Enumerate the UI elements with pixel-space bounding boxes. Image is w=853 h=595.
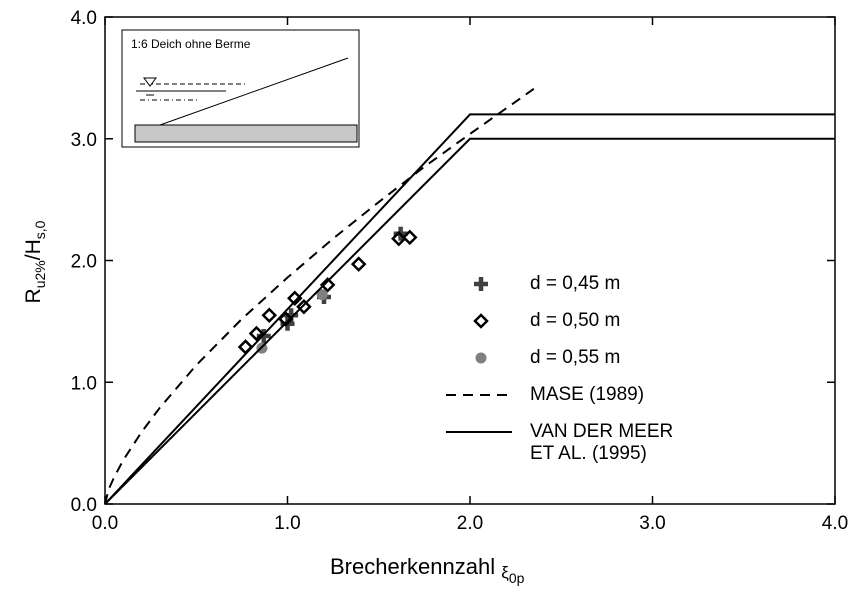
x-label-part: Brecherkennzahl [330,554,501,579]
y-tick-label: 2.0 [71,252,97,273]
inset-label: 1:6 Deich ohne Berme [131,37,251,51]
dot-marker [475,352,487,364]
diamond-marker [473,313,489,329]
legend-label: d = 0,50 m [530,310,621,331]
x-axis-label: Brecherkennzahl ξ0p [330,554,525,586]
legend-label: d = 0,45 m [530,273,621,294]
x-tick-label: 1.0 [274,513,300,534]
x-tick-label: 2.0 [457,513,483,534]
diamond-marker [237,339,254,355]
x-tick-label: 3.0 [639,513,665,534]
diamond-marker [350,256,367,272]
x-tick-label: 4.0 [822,513,848,534]
diamond-marker [277,311,294,327]
diamond-marker [319,277,336,293]
x-tick-label: 0.0 [92,513,118,534]
dot-marker [316,289,328,301]
legend-label: d = 0,55 m [530,347,621,368]
y-tick-label: 4.0 [71,8,97,29]
y-label-part: s,0 [32,220,48,239]
legend-icon [473,313,489,329]
legend-icon [475,352,487,364]
plus-marker [474,277,488,291]
diamond-marker [296,298,312,315]
x-label-part: ξ [501,563,509,582]
y-tick-label: 3.0 [71,130,97,151]
legend-icon [474,277,488,291]
inset-slope [159,57,349,126]
legend-label: MASE (1989) [530,384,645,405]
diamond-marker [402,229,418,246]
y-axis-label: Ru2%/Hs,0 [22,220,48,303]
legend-label: VAN DER MEER ET AL. (1995) [530,421,674,464]
inset-symbol [143,77,157,87]
y-label-part: u2% [32,260,48,288]
diamond-marker [248,325,265,342]
line [104,137,835,505]
diamond-marker [261,307,278,324]
y-tick-label: 1.0 [71,373,97,394]
inset-ground [134,124,358,143]
y-tick-label: 0.0 [71,495,97,516]
x-label-part: 0p [509,570,525,586]
y-label-part: /H [22,239,45,260]
line [104,113,835,505]
y-label-part: R [22,288,45,303]
inset: 1:6 Deich ohne Berme [121,29,360,148]
